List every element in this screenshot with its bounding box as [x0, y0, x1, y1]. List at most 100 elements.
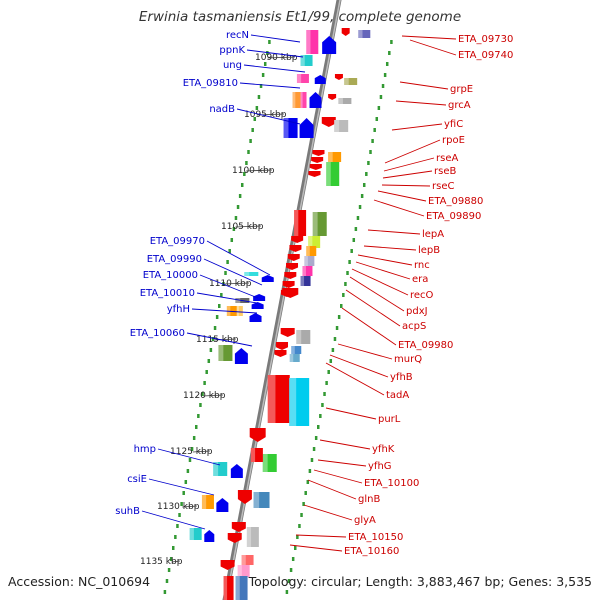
leader-line-right — [395, 100, 447, 106]
gene-block — [328, 152, 342, 162]
tick-mark — [203, 394, 224, 397]
leader-line-right — [357, 254, 413, 266]
right-gene-label: ETA_09740 — [458, 50, 513, 61]
gene-block — [213, 462, 228, 476]
tick-mark — [192, 450, 211, 453]
leader-line-right — [303, 504, 353, 521]
right-gene-label: murQ — [394, 354, 422, 365]
leader-line-right — [381, 184, 431, 187]
leader-line-left — [186, 332, 253, 347]
tick-mark — [171, 560, 181, 563]
gene-arrow — [234, 348, 248, 364]
left-gene-label: ppnK — [219, 45, 245, 56]
gene-arrow — [287, 254, 300, 261]
leader-line-right — [295, 534, 347, 538]
gene-block — [344, 78, 358, 85]
gene-arrow — [237, 490, 252, 504]
leader-line-left — [206, 240, 271, 276]
leader-line-right — [409, 39, 457, 56]
right-gene-label: era — [412, 274, 428, 285]
gene-arrow — [274, 350, 287, 357]
leader-line-left — [203, 258, 263, 286]
leader-line-right — [377, 190, 427, 202]
leader-line-left — [246, 49, 304, 58]
tick-mark — [224, 282, 250, 285]
gene-block — [312, 212, 327, 236]
gene-features — [189, 28, 371, 600]
left-gene-label: csiE — [127, 474, 147, 485]
leader-line-right — [325, 407, 377, 420]
right-gene-label: glyA — [354, 515, 376, 526]
gene-arrow — [322, 36, 337, 54]
gene-block — [244, 272, 259, 276]
leader-line-left — [148, 478, 215, 496]
left-gene-label: yfhH — [167, 304, 190, 315]
leader-line-left — [199, 274, 259, 299]
leader-line-right — [383, 157, 435, 172]
genome-backbone — [222, 0, 342, 600]
leader-line-left — [243, 64, 306, 73]
leader-line-right — [355, 261, 411, 280]
gene-block — [334, 120, 349, 132]
leader-line-left — [239, 82, 301, 89]
gene-block — [223, 576, 234, 600]
gene-block — [246, 527, 259, 547]
gene-block — [241, 555, 254, 565]
gene-block — [358, 30, 371, 38]
right-gene-label: ETA_10100 — [364, 478, 419, 489]
gene-block — [300, 276, 311, 286]
right-gene-label: tadA — [386, 390, 409, 401]
right-gene-label: rpoE — [442, 135, 465, 146]
gene-arrow — [216, 498, 229, 512]
gene-arrow — [312, 150, 325, 156]
gene-block — [292, 92, 301, 108]
left-gene-label: ETA_09990 — [147, 254, 202, 265]
gene-arrow — [227, 533, 242, 543]
gene-arrow — [251, 302, 264, 309]
gene-arrow — [282, 288, 299, 298]
right-gene-label: ETA_10150 — [348, 532, 403, 543]
leader-line-right — [367, 229, 421, 235]
leader-line-right — [313, 469, 363, 484]
right-gene-label: yfhB — [390, 372, 413, 383]
leader-line-left — [236, 108, 301, 125]
leader-line-right — [363, 245, 417, 251]
gene-arrow — [286, 263, 299, 270]
left-gene-label: recN — [226, 30, 249, 41]
gene-block — [250, 448, 263, 462]
tick-label: 1135 kbp — [140, 557, 183, 567]
gene-arrow — [341, 28, 350, 36]
backbone-line — [222, 0, 342, 600]
right-gene-label: glnB — [358, 494, 380, 505]
right-gene-label: yfiC — [444, 119, 463, 130]
tick-mark — [235, 225, 262, 228]
gene-block — [262, 454, 277, 472]
right-gene-label: recO — [410, 290, 434, 301]
right-gene-label: pdxJ — [406, 306, 428, 317]
gene-block — [201, 495, 214, 509]
right-gene-label: grpE — [450, 84, 473, 95]
gene-arrow — [249, 313, 262, 322]
gene-arrow — [253, 294, 266, 301]
label-leader-lines — [141, 34, 457, 552]
right-gene-label: rseA — [436, 153, 458, 164]
right-gene-labels: ETA_09730 ETA_09740 grpE grcA yfiC rpoE rseA rs… — [344, 34, 513, 557]
gene-block — [291, 346, 302, 354]
gene-arrow — [311, 157, 324, 163]
gene-block — [289, 354, 300, 362]
gene-arrow — [261, 275, 274, 282]
gene-block — [253, 492, 270, 508]
right-gene-label: yfhK — [372, 444, 395, 455]
left-gene-label: ETA_09810 — [183, 78, 238, 89]
right-gene-label: rnc — [414, 260, 430, 271]
right-gene-label: grcA — [448, 100, 471, 111]
leader-line-right — [373, 199, 425, 217]
gene-block — [289, 378, 310, 426]
leader-line-right — [307, 479, 357, 500]
left-gene-label: ETA_10000 — [143, 270, 198, 281]
right-gene-label: ETA_09880 — [428, 196, 483, 207]
leader-line-right — [345, 289, 401, 327]
right-gene-label: acpS — [402, 321, 426, 332]
tick-mark — [182, 505, 198, 508]
gene-arrow — [230, 464, 243, 478]
